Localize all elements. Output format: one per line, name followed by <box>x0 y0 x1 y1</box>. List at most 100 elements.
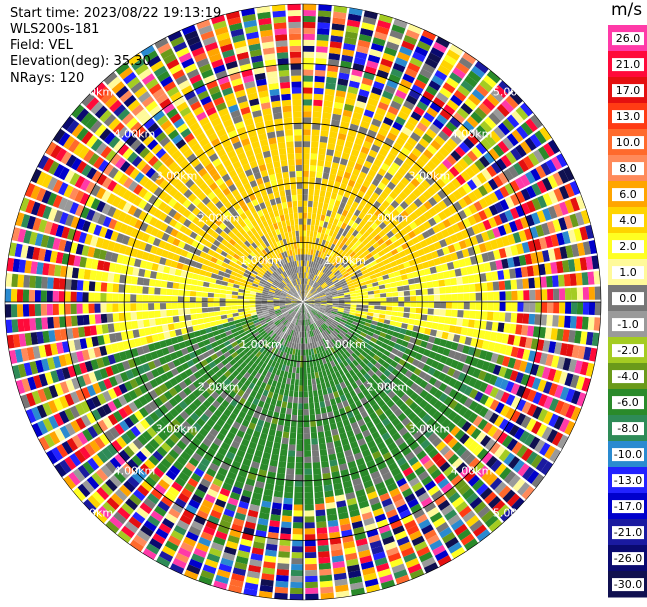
radar-gate <box>404 451 416 462</box>
radar-gate <box>421 179 431 190</box>
radar-gate <box>130 294 137 302</box>
radar-gate <box>432 118 445 130</box>
radar-gate <box>447 541 463 554</box>
radar-gate <box>392 302 399 307</box>
radar-gate <box>307 254 311 261</box>
radar-gate <box>385 357 393 365</box>
radar-gate <box>559 386 570 401</box>
radar-gate <box>308 303 315 306</box>
radar-gate <box>291 414 298 422</box>
radar-gate <box>349 288 356 292</box>
radar-gate <box>149 318 156 327</box>
radar-gate <box>477 418 488 431</box>
radar-gate <box>161 273 169 281</box>
radar-gate <box>511 110 524 125</box>
radar-gate <box>353 256 361 264</box>
radar-gate <box>499 467 512 480</box>
radar-gate <box>447 244 456 253</box>
radar-gate <box>585 256 594 270</box>
radar-gate <box>375 133 386 143</box>
radar-gate <box>582 302 590 315</box>
radar-gate <box>410 111 422 122</box>
radar-gate <box>393 472 405 482</box>
radar-gate <box>322 314 328 320</box>
radar-gate <box>564 199 575 214</box>
radar-gate <box>378 221 387 230</box>
radar-gate <box>324 254 330 261</box>
radar-gate <box>292 528 303 535</box>
radar-gate <box>197 280 204 287</box>
radar-gate <box>348 369 356 377</box>
radar-gate <box>191 319 199 326</box>
radar-gate <box>213 293 220 298</box>
radar-gate <box>320 251 325 259</box>
radar-gate <box>479 155 490 168</box>
radar-gate <box>388 325 396 331</box>
radar-gate <box>118 303 125 312</box>
radar-gate <box>275 574 289 582</box>
radar-gate <box>380 403 390 413</box>
radar-gate <box>591 332 600 347</box>
radar-gate <box>514 427 525 440</box>
radar-gate <box>306 313 310 319</box>
radar-gate <box>529 133 542 148</box>
radar-gate <box>316 213 321 221</box>
radar-gate <box>329 367 335 375</box>
radar-gate <box>304 462 312 469</box>
radar-gate <box>368 340 376 347</box>
radar-gate <box>400 393 410 403</box>
radar-gate <box>327 374 333 382</box>
radar-gate <box>320 184 327 192</box>
radar-gate <box>422 90 435 102</box>
radar-gate <box>439 287 446 294</box>
radar-gate <box>380 58 393 68</box>
radar-gate <box>100 282 108 292</box>
radar-gate <box>529 289 536 301</box>
radar-gate <box>335 247 342 254</box>
radar-gate <box>342 359 349 367</box>
radar-gate <box>460 80 474 93</box>
radar-gate <box>336 194 343 202</box>
radar-gate <box>547 174 558 189</box>
radar-gate <box>494 481 507 495</box>
radar-gate <box>480 510 495 523</box>
radar-gate <box>316 270 321 277</box>
radar-gate <box>397 110 409 121</box>
radar-gate <box>303 9 316 17</box>
radar-gate <box>430 468 442 480</box>
radar-gate <box>422 334 430 342</box>
radar-gate <box>280 443 289 451</box>
radar-gate <box>347 348 354 355</box>
radar-gate <box>553 203 564 218</box>
radar-gate <box>317 333 322 340</box>
radar-gate <box>380 254 388 261</box>
radar-gate <box>304 510 315 517</box>
radar-gate <box>303 153 310 160</box>
radar-gate <box>316 165 324 173</box>
radar-gate <box>327 204 334 212</box>
radar-gate <box>331 113 342 121</box>
radar-gate <box>433 203 443 214</box>
radar-gate <box>498 280 506 291</box>
radar-gate <box>292 402 298 410</box>
radar-gate <box>457 220 466 231</box>
radar-gate <box>144 269 152 278</box>
radar-gate <box>501 435 513 448</box>
radar-gate <box>374 297 381 302</box>
radar-gate <box>342 443 351 452</box>
radar-gate <box>565 343 574 357</box>
radar-gate <box>332 279 339 284</box>
radar-gate <box>309 230 314 238</box>
radar-gate <box>298 337 302 344</box>
radar-gate <box>335 371 341 378</box>
radar-gate <box>407 230 417 239</box>
radar-gate <box>348 285 355 290</box>
radar-gate <box>367 308 375 313</box>
radar-gate <box>317 263 322 271</box>
radar-gate <box>385 345 394 352</box>
radar-gate <box>306 292 310 298</box>
radar-gate <box>288 450 296 457</box>
radar-gate <box>332 303 339 306</box>
radar-gate <box>307 218 312 225</box>
radar-gate <box>374 513 387 523</box>
